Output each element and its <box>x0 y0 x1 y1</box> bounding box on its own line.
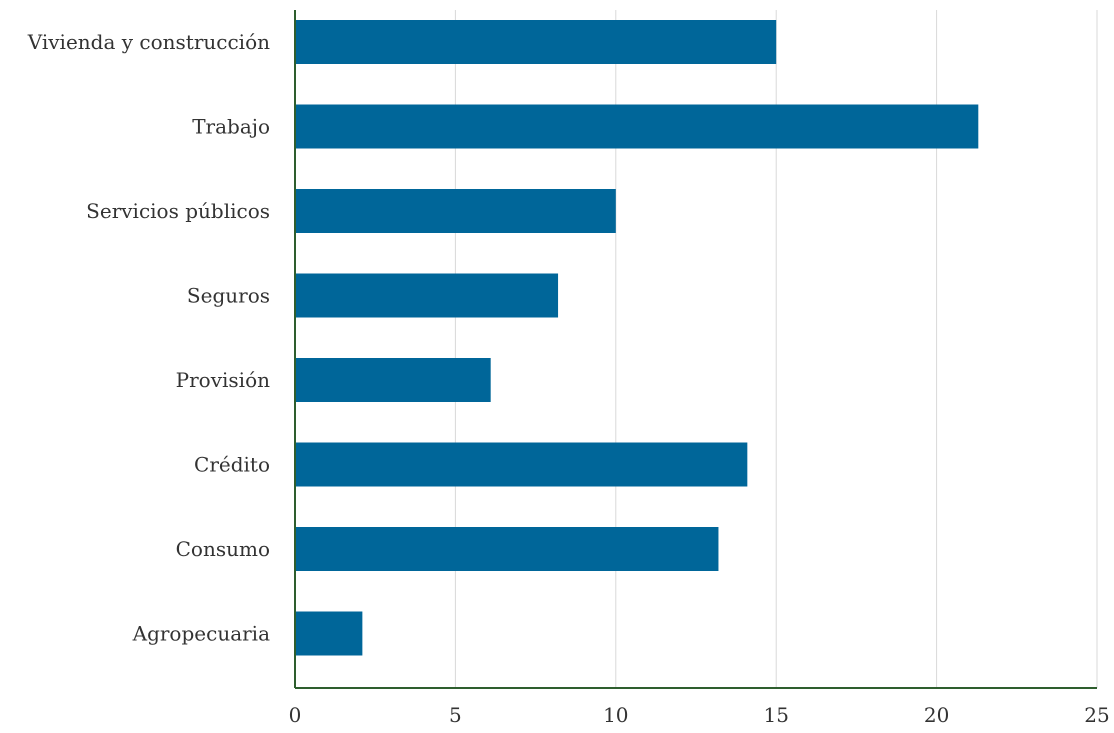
x-tick-label: 25 <box>1084 703 1109 727</box>
category-label: Vivienda y construcción <box>27 30 270 54</box>
bar-5 <box>295 442 748 487</box>
category-labels: Vivienda y construcción Trabajo Servicios … <box>27 30 270 646</box>
bar-4 <box>295 358 491 402</box>
x-tick-labels: 0 5 10 15 20 25 <box>289 703 1110 727</box>
category-label: Agropecuaria <box>132 622 270 646</box>
bar-3 <box>295 273 559 318</box>
category-label: Crédito <box>194 453 270 477</box>
category-label: Seguros <box>187 284 270 308</box>
bar-6 <box>295 527 719 571</box>
x-tick-label: 5 <box>449 703 462 727</box>
x-tick-label: 0 <box>289 703 302 727</box>
category-label: Trabajo <box>192 115 270 139</box>
category-label: Consumo <box>176 537 270 561</box>
x-tick-label: 10 <box>603 703 628 727</box>
category-label: Provisión <box>176 368 270 392</box>
bar-0 <box>295 20 777 64</box>
category-label: Servicios públicos <box>86 199 270 223</box>
bar-2 <box>295 189 616 233</box>
bar-7 <box>295 611 363 656</box>
bars <box>295 20 979 656</box>
x-tick-label: 20 <box>924 703 949 727</box>
bar-1 <box>295 104 979 149</box>
x-tick-label: 15 <box>763 703 788 727</box>
axes <box>294 10 1097 689</box>
